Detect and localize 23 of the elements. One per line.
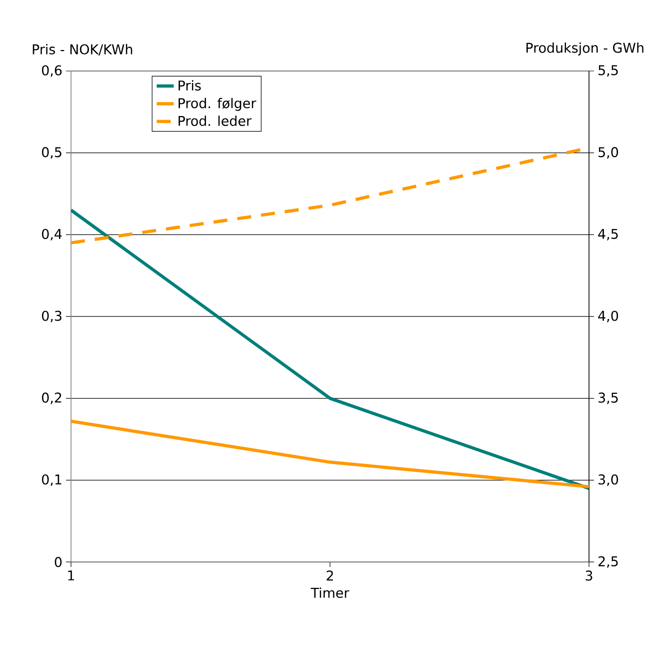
legend-label: Prod. følger xyxy=(178,98,256,111)
y-tick-label: 0,6 xyxy=(42,65,62,77)
y2-tick-label: 4,0 xyxy=(598,310,618,322)
y2-tick-label: 5,0 xyxy=(598,147,618,159)
x-axis-title: Timer xyxy=(310,588,350,598)
y-tick-label: 0 xyxy=(54,556,62,568)
y-tick-label: 0,4 xyxy=(42,228,62,240)
x-tick-label: 3 xyxy=(586,570,592,581)
y2-tick-label: 5,5 xyxy=(598,65,618,77)
y2-tick-label: 2,5 xyxy=(598,556,618,568)
y-tick-label: 0,3 xyxy=(42,310,62,322)
y2-tick-label: 3,5 xyxy=(598,392,618,404)
legend-label: Pris xyxy=(178,80,201,91)
y-tick-label: 0,1 xyxy=(42,474,62,486)
y-tick-label: 0,2 xyxy=(42,392,62,404)
y2-axis-title: Produksjon - GWh xyxy=(526,42,644,56)
y2-tick-label: 4,5 xyxy=(598,228,618,240)
legend-label: Prod. leder xyxy=(178,116,252,126)
y-tick-label: 0,5 xyxy=(42,147,62,159)
x-tick-label: 1 xyxy=(68,570,74,580)
y2-tick-label: 3,0 xyxy=(598,474,618,486)
x-tick-label: 2 xyxy=(326,570,333,580)
y-axis-title: Pris - NOK/KWh xyxy=(32,44,132,56)
